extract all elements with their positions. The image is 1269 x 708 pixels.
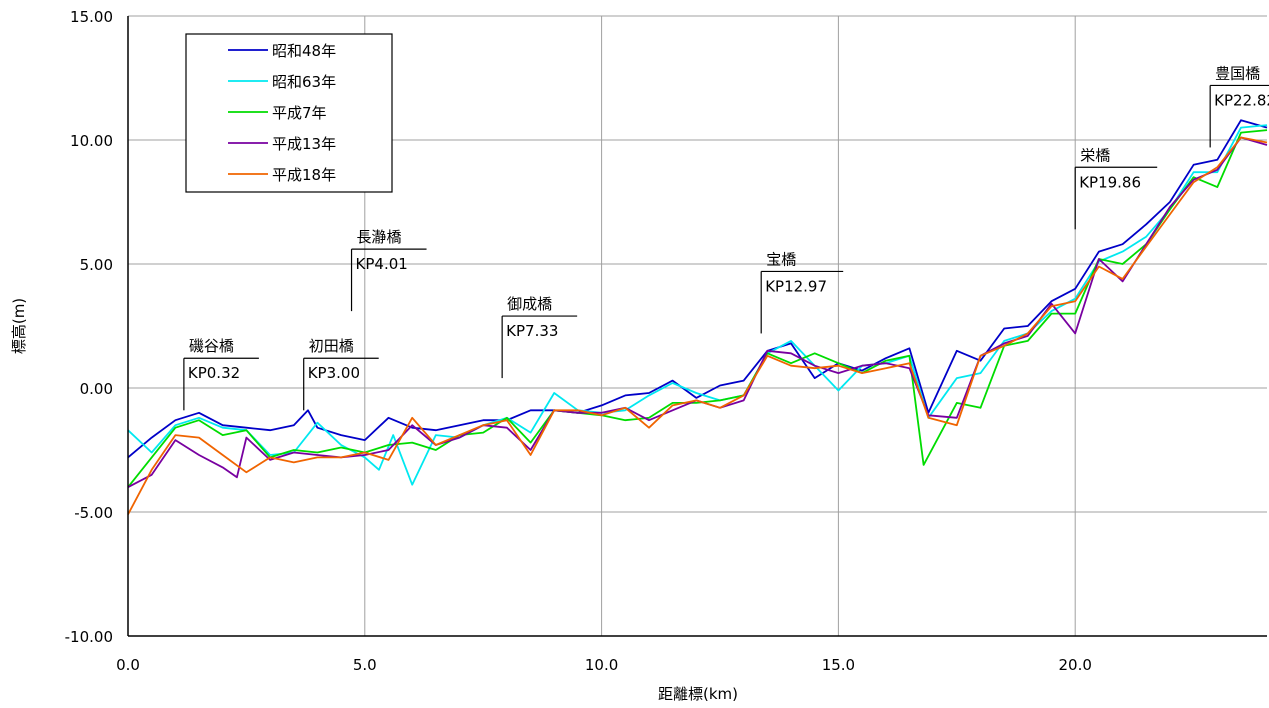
series-line (127, 136, 1268, 488)
legend-box (185, 33, 393, 193)
y-tick-label: 0.00 (80, 380, 113, 398)
series-line (127, 124, 1268, 486)
y-tick-label: -5.00 (74, 504, 113, 522)
x-tick-label: 20.0 (1058, 656, 1091, 674)
x-tick-label: 5.0 (353, 656, 377, 674)
y-tick-label: -10.00 (65, 628, 113, 646)
legend-label: 昭和48年 (272, 42, 336, 60)
series-line (127, 119, 1268, 459)
x-tick-label: 15.0 (822, 656, 855, 674)
bridge-annotations: 磯谷橋 KP0.32 初田橋 KP3.00 長瀞橋 KP4.01 御成橋 KP7.33 宝橋 KP… (183, 64, 1269, 411)
legend-label: 平成13年 (272, 135, 336, 153)
y-tick-label: 10.00 (70, 132, 113, 150)
plot-frame (127, 16, 1267, 637)
bridge-kp: KP19.86 (1079, 173, 1141, 191)
bridge-name: 豊国橋 (1215, 64, 1260, 82)
bridge-name: 栄橋 (1080, 146, 1110, 164)
y-tick-label: 5.00 (80, 256, 113, 274)
bridge-kp: KP4.01 (356, 255, 408, 273)
x-tick-label: 0.0 (116, 656, 140, 674)
bridge-name: 磯谷橋 (189, 337, 234, 355)
legend-label: 平成7年 (272, 104, 327, 122)
bridge-kp: KP3.00 (308, 364, 360, 382)
bridge-kp: KP22.82 (1214, 91, 1269, 109)
x-axis-title: 距離標(km) (658, 685, 738, 703)
y-axis-title: 標高(m) (10, 298, 28, 354)
series-line (127, 129, 1268, 488)
bridge-name: 宝橋 (766, 250, 796, 268)
series-line (127, 136, 1268, 515)
series-lines (127, 119, 1268, 515)
bridge-name: 初田橋 (309, 337, 354, 355)
legend-label: 昭和63年 (272, 73, 336, 91)
legend-label: 平成18年 (272, 166, 336, 184)
bridge-kp: KP0.32 (188, 364, 240, 382)
bridge-kp: KP12.97 (765, 277, 827, 295)
tick-labels: 0.0 5.0 10.0 15.0 20.0 15.00 10.00 5.00 0.00 -5.0… (65, 8, 1092, 674)
x-tick-label: 10.0 (585, 656, 618, 674)
bridge-name: 御成橋 (507, 295, 552, 313)
y-tick-label: 15.00 (70, 8, 113, 26)
bridge-name: 長瀞橋 (357, 228, 402, 246)
bridge-kp: KP7.33 (506, 322, 558, 340)
